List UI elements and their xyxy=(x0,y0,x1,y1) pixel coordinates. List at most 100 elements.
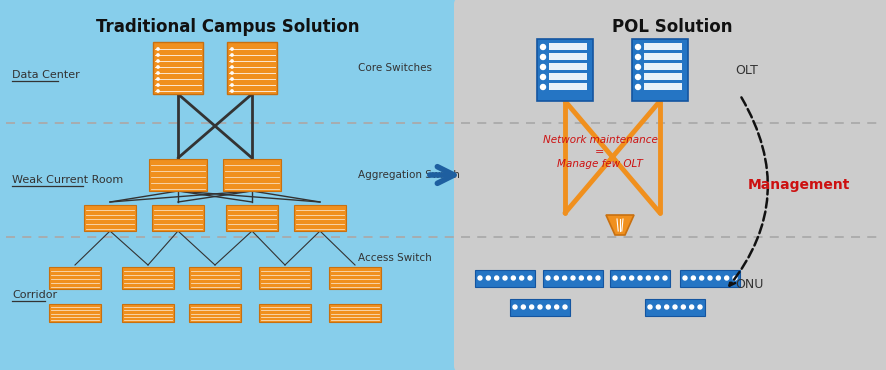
FancyBboxPatch shape xyxy=(122,304,174,322)
Circle shape xyxy=(512,305,517,309)
Circle shape xyxy=(230,90,233,92)
FancyBboxPatch shape xyxy=(329,267,381,289)
Text: Aggregation Switch: Aggregation Switch xyxy=(358,170,459,180)
Circle shape xyxy=(664,305,668,309)
Circle shape xyxy=(724,276,727,280)
Circle shape xyxy=(697,305,701,309)
FancyBboxPatch shape xyxy=(643,63,681,70)
FancyBboxPatch shape xyxy=(0,0,457,370)
Circle shape xyxy=(579,276,583,280)
FancyBboxPatch shape xyxy=(189,304,241,322)
Circle shape xyxy=(540,54,545,60)
Circle shape xyxy=(519,276,523,280)
Circle shape xyxy=(571,276,574,280)
Text: Access Switch: Access Switch xyxy=(358,253,431,263)
FancyBboxPatch shape xyxy=(149,159,206,191)
Circle shape xyxy=(634,74,640,80)
Circle shape xyxy=(680,305,685,309)
Circle shape xyxy=(656,305,659,309)
FancyBboxPatch shape xyxy=(329,304,381,322)
FancyBboxPatch shape xyxy=(84,205,136,231)
FancyBboxPatch shape xyxy=(548,73,587,80)
Circle shape xyxy=(230,48,233,50)
Circle shape xyxy=(563,305,566,309)
Text: Management: Management xyxy=(747,178,850,192)
Circle shape xyxy=(699,276,703,280)
Circle shape xyxy=(672,305,676,309)
Text: Core Switches: Core Switches xyxy=(358,63,431,73)
FancyBboxPatch shape xyxy=(454,0,886,370)
FancyBboxPatch shape xyxy=(259,267,311,289)
Circle shape xyxy=(546,305,549,309)
Circle shape xyxy=(157,66,159,68)
Circle shape xyxy=(634,84,640,90)
Circle shape xyxy=(707,276,711,280)
Circle shape xyxy=(654,276,658,280)
Circle shape xyxy=(732,276,736,280)
Circle shape xyxy=(554,305,558,309)
Circle shape xyxy=(527,276,532,280)
Circle shape xyxy=(637,276,641,280)
Circle shape xyxy=(157,72,159,74)
FancyBboxPatch shape xyxy=(49,267,101,289)
Circle shape xyxy=(230,66,233,68)
FancyBboxPatch shape xyxy=(536,39,593,101)
Circle shape xyxy=(646,276,649,280)
Circle shape xyxy=(230,60,233,62)
Text: =: = xyxy=(595,147,604,157)
FancyBboxPatch shape xyxy=(49,304,101,322)
FancyBboxPatch shape xyxy=(644,299,704,316)
Circle shape xyxy=(157,84,159,86)
FancyBboxPatch shape xyxy=(643,73,681,80)
Circle shape xyxy=(562,276,566,280)
Circle shape xyxy=(157,60,159,62)
Circle shape xyxy=(538,305,541,309)
Circle shape xyxy=(157,54,159,56)
FancyBboxPatch shape xyxy=(643,83,681,90)
Text: Corridor: Corridor xyxy=(12,290,57,300)
FancyBboxPatch shape xyxy=(643,53,681,60)
Circle shape xyxy=(494,276,498,280)
FancyBboxPatch shape xyxy=(226,205,277,231)
Circle shape xyxy=(540,44,545,50)
Circle shape xyxy=(689,305,693,309)
FancyBboxPatch shape xyxy=(259,304,311,322)
FancyBboxPatch shape xyxy=(152,42,203,94)
Text: Manage few OLT: Manage few OLT xyxy=(556,159,642,169)
Circle shape xyxy=(634,64,640,70)
FancyBboxPatch shape xyxy=(610,269,669,286)
Circle shape xyxy=(648,305,651,309)
Text: POL Solution: POL Solution xyxy=(611,18,732,36)
Circle shape xyxy=(230,78,233,80)
Circle shape xyxy=(540,64,545,70)
Circle shape xyxy=(634,44,640,50)
Circle shape xyxy=(230,72,233,74)
Circle shape xyxy=(682,276,687,280)
Circle shape xyxy=(612,276,617,280)
Polygon shape xyxy=(605,215,633,235)
Circle shape xyxy=(690,276,695,280)
Circle shape xyxy=(521,305,525,309)
Circle shape xyxy=(540,84,545,90)
FancyBboxPatch shape xyxy=(122,267,174,289)
Text: Network maintenance: Network maintenance xyxy=(542,135,657,145)
Circle shape xyxy=(629,276,633,280)
Text: Weak Current Room: Weak Current Room xyxy=(12,175,123,185)
FancyBboxPatch shape xyxy=(680,269,739,286)
FancyBboxPatch shape xyxy=(222,159,281,191)
Circle shape xyxy=(540,74,545,80)
FancyBboxPatch shape xyxy=(475,269,534,286)
Circle shape xyxy=(595,276,599,280)
Circle shape xyxy=(620,276,625,280)
FancyBboxPatch shape xyxy=(548,83,587,90)
Circle shape xyxy=(546,276,549,280)
Circle shape xyxy=(230,84,233,86)
FancyBboxPatch shape xyxy=(293,205,346,231)
Circle shape xyxy=(502,276,507,280)
Circle shape xyxy=(662,276,666,280)
Text: Traditional Campus Solution: Traditional Campus Solution xyxy=(97,18,360,36)
Circle shape xyxy=(587,276,591,280)
FancyBboxPatch shape xyxy=(643,43,681,50)
Circle shape xyxy=(716,276,719,280)
FancyBboxPatch shape xyxy=(189,267,241,289)
